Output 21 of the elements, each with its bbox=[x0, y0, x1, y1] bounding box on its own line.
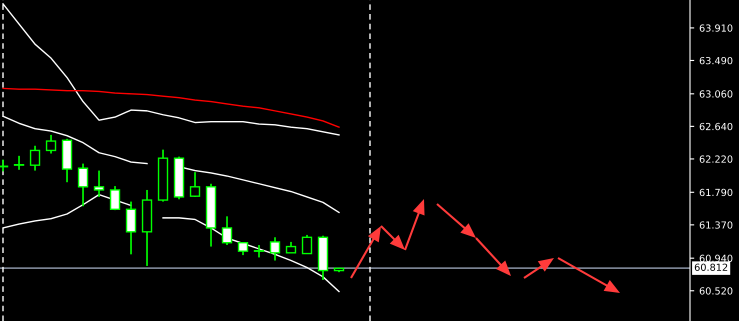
candlestick bbox=[270, 236, 280, 262]
candlestick bbox=[30, 144, 40, 172]
candlestick bbox=[46, 134, 56, 154]
candlestick bbox=[126, 200, 136, 256]
candlestick bbox=[254, 244, 264, 258]
y-tick-label: 61.790 bbox=[700, 188, 732, 196]
y-tick-label: 60.520 bbox=[700, 287, 732, 295]
candlestick bbox=[302, 234, 312, 254]
candlestick bbox=[222, 215, 232, 246]
y-tick-label: 62.640 bbox=[700, 122, 732, 130]
candlestick bbox=[190, 171, 200, 198]
candlestick bbox=[14, 155, 24, 171]
candlestick bbox=[238, 242, 248, 256]
y-tick-label: 62.220 bbox=[700, 155, 732, 163]
y-tick-label: 63.910 bbox=[700, 24, 732, 32]
candlestick bbox=[286, 241, 296, 254]
y-tick-label: 63.060 bbox=[700, 90, 732, 98]
line-series bbox=[2, 88, 340, 128]
y-tick-label: 63.490 bbox=[700, 56, 732, 64]
y-tick-label: 61.370 bbox=[700, 221, 732, 229]
ref-line-label: 60.812 bbox=[694, 264, 728, 271]
